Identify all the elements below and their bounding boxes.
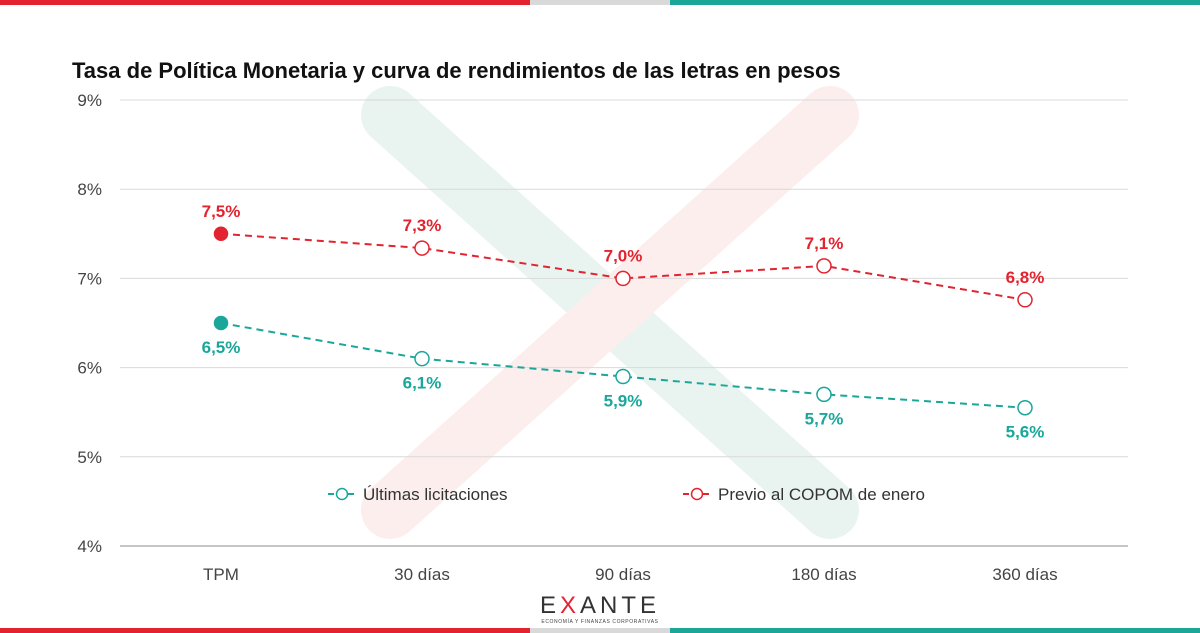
data-label: 5,6% xyxy=(1006,423,1045,442)
data-point xyxy=(414,350,430,367)
series-line xyxy=(220,322,1026,409)
data-label: 7,1% xyxy=(805,234,844,253)
data-label: 6,1% xyxy=(403,374,442,393)
watermark-x-icon xyxy=(361,86,859,539)
x-tick-label: 90 días xyxy=(595,565,651,584)
data-label: 7,3% xyxy=(403,216,442,235)
legend-marker xyxy=(335,487,349,501)
data-point xyxy=(1017,399,1033,416)
bottom-accent-bar xyxy=(0,628,1200,633)
data-label: 7,5% xyxy=(202,202,241,221)
data-point xyxy=(816,386,832,403)
data-point xyxy=(816,258,832,274)
chart-title: Tasa de Política Monetaria y curva de re… xyxy=(72,58,841,83)
data-point xyxy=(213,315,229,331)
y-tick-label: 6% xyxy=(77,359,102,378)
x-tick-label: 180 días xyxy=(791,565,856,584)
data-label: 5,9% xyxy=(604,392,643,411)
series-line xyxy=(220,232,1026,301)
y-tick-label: 4% xyxy=(77,537,102,556)
data-point xyxy=(615,270,631,287)
y-tick-label: 8% xyxy=(77,180,102,199)
data-point xyxy=(414,240,430,256)
y-tick-label: 5% xyxy=(77,448,102,467)
data-label: 5,7% xyxy=(805,409,844,428)
data-label: 6,5% xyxy=(202,338,241,357)
y-tick-label: 9% xyxy=(77,91,102,110)
top-accent-bar xyxy=(0,0,1200,5)
x-tick-label: 360 días xyxy=(992,565,1057,584)
exante-logo: EXANTE ECONOMÍA Y FINANZAS CORPORATIVAS xyxy=(539,592,661,626)
data-point xyxy=(615,368,631,385)
data-point xyxy=(1017,292,1033,308)
x-tick-label: TPM xyxy=(203,565,239,584)
legend-label: Últimas licitaciones xyxy=(363,485,508,504)
y-tick-label: 7% xyxy=(77,269,102,288)
legend-marker xyxy=(690,487,704,501)
data-label: 7,0% xyxy=(604,246,643,265)
data-point xyxy=(213,226,229,242)
x-tick-label: 30 días xyxy=(394,565,450,584)
legend-label: Previo al COPOM de enero xyxy=(718,485,925,504)
data-label: 6,8% xyxy=(1006,268,1045,287)
